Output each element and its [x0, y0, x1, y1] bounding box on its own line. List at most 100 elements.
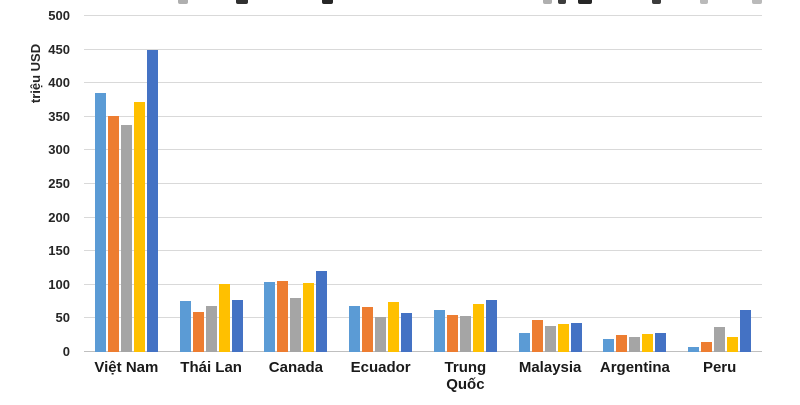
bar-series-1-blue [94, 93, 106, 352]
gridline-300 [84, 149, 762, 151]
gridline-100 [84, 283, 762, 285]
category-label: Ecuador [350, 359, 411, 376]
x-label-cell-6: Malaysia [508, 359, 593, 394]
bar-series-1-blue [349, 306, 361, 352]
bar-series-1-blue [433, 309, 445, 352]
category-label: Trung Quốc [444, 359, 487, 394]
bar-series-5-dark-blue [231, 300, 243, 352]
cropped-title-fragment [543, 0, 552, 4]
gridline-200 [84, 216, 762, 218]
y-tick-label-500: 500 [48, 8, 70, 23]
bar-series-5-dark-blue [570, 323, 582, 352]
cropped-title-fragment [752, 0, 762, 4]
bar-group-5 [423, 16, 508, 352]
category-label: Malaysia [518, 359, 582, 376]
bar-series-2-orange [616, 335, 628, 352]
bar-series-4-yellow [133, 102, 145, 352]
gridline-500 [84, 15, 762, 16]
bar-series-3-gray [375, 317, 387, 352]
bar-series-2-orange [446, 315, 458, 352]
x-label-cell-8: Peru [677, 359, 762, 394]
bar-series-3-gray [714, 327, 726, 352]
bar-series-3-gray [205, 306, 217, 352]
bar-series-3-gray [629, 337, 641, 352]
bar-series-2-orange [277, 281, 289, 352]
bar-group-4 [338, 16, 423, 352]
bar-series-3-gray [120, 124, 132, 352]
y-tick-label-100: 100 [48, 276, 70, 292]
bar-series-3-gray [290, 298, 302, 352]
y-tick-label-150: 150 [48, 243, 70, 259]
bar-group-2 [169, 16, 254, 352]
bar-series-1-blue [518, 332, 530, 352]
y-tick-label-400: 400 [48, 75, 70, 91]
y-tick-label-0: 0 [62, 344, 70, 359]
cropped-title-fragment [322, 0, 333, 4]
bar-series-5-dark-blue [655, 332, 667, 352]
x-label-cell-2: Thái Lan [169, 359, 254, 394]
x-label-cell-5: Trung Quốc [423, 359, 508, 394]
category-label: Peru [702, 359, 737, 376]
bar-series-5-dark-blue [316, 271, 328, 352]
y-tick-label-450: 450 [48, 41, 70, 57]
x-label-cell-3: Canada [254, 359, 339, 394]
bar-series-2-orange [531, 319, 543, 352]
bar-series-5-dark-blue [740, 310, 752, 352]
cropped-title-fragment [236, 0, 248, 4]
category-label: Argentina [599, 359, 670, 376]
y-tick-label-300: 300 [48, 142, 70, 158]
bar-group-6 [508, 16, 593, 352]
bar-series-1-blue [603, 338, 615, 352]
cropped-title-fragment [178, 0, 188, 4]
y-tick-label-200: 200 [48, 209, 70, 225]
x-label-cell-4: Ecuador [338, 359, 423, 394]
x-label-cell-1: Việt Nam [84, 359, 169, 394]
cropped-title-fragment [558, 0, 566, 4]
bar-series-2-orange [701, 341, 713, 352]
bar-series-3-gray [544, 326, 556, 352]
y-tick-label-250: 250 [48, 176, 70, 191]
category-label: Việt Nam [94, 359, 159, 376]
gridline-450 [84, 48, 762, 50]
gridline-400 [84, 82, 762, 84]
y-tick-label-350: 350 [48, 108, 70, 124]
gridline-50 [84, 317, 762, 319]
category-label: Canada [268, 359, 323, 376]
gridline-350 [84, 115, 762, 117]
bar-series-1-blue [264, 282, 276, 352]
bar-series-2-orange [107, 116, 119, 352]
bar-series-4-yellow [557, 323, 569, 352]
bar-groups [84, 16, 762, 352]
bar-series-4-yellow [218, 284, 230, 352]
category-label: Thái Lan [180, 359, 242, 376]
bar-group-3 [254, 16, 339, 352]
cropped-title-fragment [652, 0, 661, 4]
x-label-cell-7: Argentina [593, 359, 678, 394]
bar-group-7 [593, 16, 678, 352]
y-axis-tick-labels: 0 50 100 150 200 250 300 350 400 450 500 [0, 8, 76, 359]
bar-series-4-yellow [472, 304, 484, 352]
cropped-title-fragment [578, 0, 592, 4]
bar-series-4-yellow [303, 283, 315, 352]
y-tick-label-50: 50 [55, 310, 70, 326]
bar-series-4-yellow [727, 337, 739, 352]
cropped-title-fragment [700, 0, 708, 4]
bar-series-2-orange [362, 306, 374, 352]
bar-series-4-yellow [642, 333, 654, 352]
bar-series-5-dark-blue [401, 313, 413, 352]
bar-series-5-dark-blue [485, 300, 497, 352]
x-axis-category-labels: Việt Nam Thái Lan Canada Ecuador Trung Quốc M… [84, 359, 762, 394]
gridline-250 [84, 183, 762, 184]
plot-area [84, 15, 762, 352]
bar-series-1-blue [688, 347, 700, 352]
bar-series-2-orange [192, 311, 204, 352]
bar-series-3-gray [459, 315, 471, 352]
gridline-150 [84, 250, 762, 252]
bar-series-1-blue [179, 300, 191, 352]
bar-series-4-yellow [388, 301, 400, 352]
bar-series-5-dark-blue [146, 50, 158, 352]
bar-group-8 [677, 16, 762, 352]
bar-group-1 [84, 16, 169, 352]
x-axis-line [84, 351, 762, 352]
